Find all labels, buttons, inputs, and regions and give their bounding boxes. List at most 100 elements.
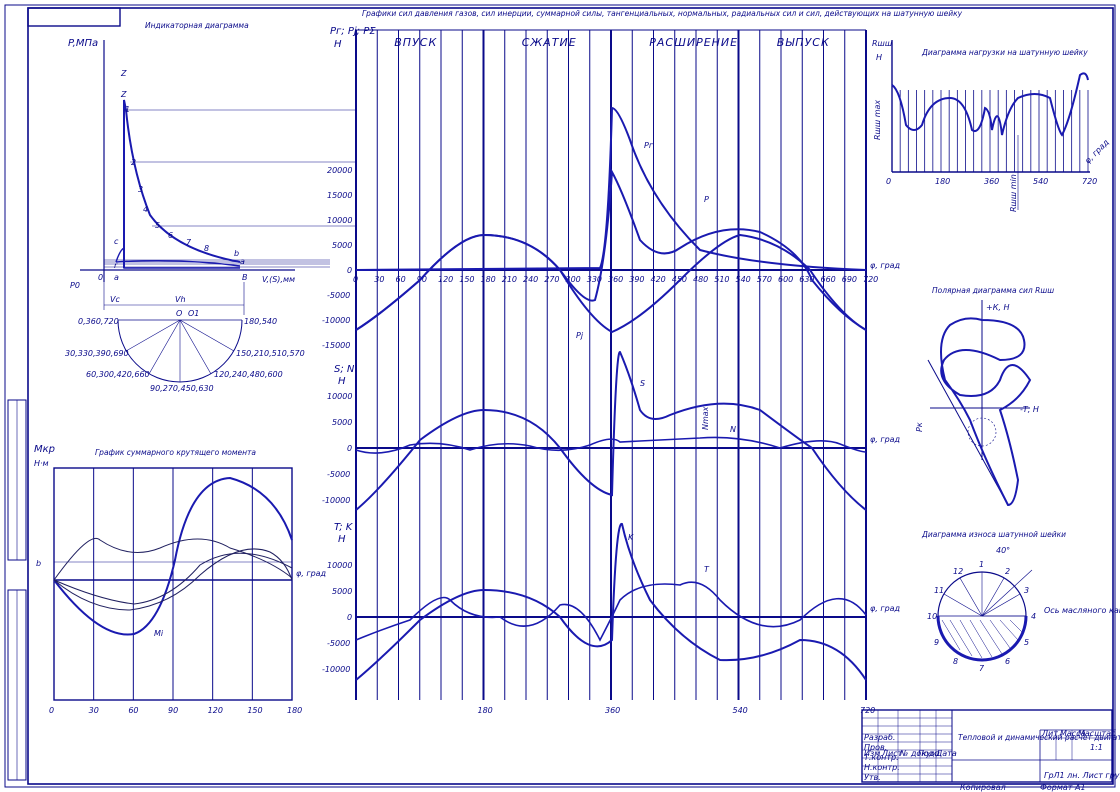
polar-axis-t: -Т, Н	[1020, 405, 1039, 414]
label-point-a: a	[114, 273, 119, 282]
sheet-border	[27, 7, 1114, 785]
title-block-header: Дата	[935, 749, 957, 758]
x-tick-label: 420	[651, 275, 666, 284]
label-rmin: Rшш min	[1009, 174, 1018, 212]
label-s: S	[640, 379, 645, 388]
y-tick-label: 0	[347, 266, 352, 275]
load-x-unit: φ, град	[1083, 137, 1111, 165]
label-point-5: 5	[155, 221, 160, 230]
load-yunit: Н	[876, 53, 882, 62]
tk-x-ticks: 180 360 540 720	[478, 706, 876, 715]
title-block-sheet: ГрЛ1 лн. Лист группы	[1044, 771, 1120, 780]
sn-ylabel: S; N	[334, 364, 355, 375]
curve-k	[355, 522, 867, 681]
y-tick-label: 10000	[327, 392, 352, 401]
label-t: T	[704, 565, 710, 574]
x-tick-label: 30	[89, 706, 99, 715]
crank-label-30: 30,330,390,690	[65, 349, 129, 358]
x-tick-label: 570	[757, 275, 772, 284]
label-z: Z	[120, 90, 127, 99]
label-z-top: Z	[120, 69, 127, 78]
vertical-grid	[355, 30, 867, 700]
curve-n	[355, 436, 867, 454]
label-pg: Pг	[644, 141, 654, 150]
wear-number: 10	[927, 612, 937, 621]
crank-label-60: 60,300,420,660	[86, 370, 150, 379]
wear-number: 6	[1005, 657, 1010, 666]
x-tick-label: 390	[629, 275, 644, 284]
x-tick-label: 600	[778, 275, 793, 284]
phase-label: РАСШИРЕНИЕ	[649, 36, 738, 49]
x-tick-label: 330	[587, 275, 602, 284]
tk-chart: T; K Н 10000 5000 0 -5000 -10000 φ, град K T…	[322, 522, 901, 715]
phase-label: ВПУСК	[394, 36, 437, 49]
x-tick-label: 540	[1033, 177, 1048, 186]
torque-ylabel: Mкр	[34, 444, 55, 455]
label-point-2: 2	[131, 158, 136, 167]
curve-t	[355, 581, 867, 642]
tk-y-ticks: 10000 5000 0 -5000 -10000	[322, 561, 352, 674]
wear-number: 2	[1005, 567, 1010, 576]
forces-yunit: Н	[334, 39, 342, 50]
x-tick-label: 510	[714, 275, 729, 284]
title-block-header: № докум.	[899, 749, 939, 758]
x-tick-label: 180	[481, 275, 496, 284]
torque-x-unit: φ, град	[296, 569, 327, 578]
x-tick-label: 540	[733, 706, 748, 715]
forces-chart: Графики сил давления газов, сил инерции,…	[322, 9, 963, 700]
title-block-col: Масса	[1060, 729, 1086, 738]
title-block-row: Н.контр.	[864, 763, 900, 772]
title-block-title: Тепловой и динамический расчет двигателя…	[958, 733, 1120, 742]
curve-p	[355, 168, 867, 331]
torque-yunit: Н·м	[34, 459, 49, 468]
y-tick-label: 0	[347, 444, 352, 453]
label-n: N	[730, 425, 736, 434]
label-origin: 0	[98, 273, 103, 282]
forces-title: Графики сил давления газов, сил инерции,…	[362, 9, 963, 18]
tk-yunit: Н	[338, 534, 346, 545]
wear-number: 4	[1031, 612, 1036, 621]
title-block-row: Разраб.	[864, 733, 895, 742]
load-title: Диаграмма нагрузки на шатунную шейку	[921, 48, 1088, 57]
sn-chart: S; N Н 10000 5000 0 -5000 -10000 φ, град S N…	[322, 350, 901, 511]
torque-title: График суммарного крутящего момента	[95, 448, 256, 457]
label-rmax: Rшш max	[873, 100, 882, 140]
y-tick-label: -10000	[322, 316, 350, 325]
indicator-diagram: Индикаторная диаграмма P,МПа V,(S),мм Z …	[65, 21, 356, 393]
title-block-copied: Копировал	[960, 783, 1006, 792]
polar-diagram: Полярная диаграмма сил Rшш +К, Н -Т, Н P…	[915, 286, 1054, 507]
label-k: K	[628, 533, 634, 542]
x-tick-label: 180	[478, 706, 493, 715]
forces-ylabel: Pг; Pj; PΣ	[330, 26, 376, 37]
wear-number: 5	[1024, 638, 1029, 647]
x-tick-label: 210	[502, 275, 517, 284]
label-point-8: 8	[204, 244, 209, 253]
indicator-title: Индикаторная диаграмма	[145, 21, 249, 30]
y-tick-label: 20000	[327, 166, 352, 175]
wear-number: 8	[953, 657, 958, 666]
forces-y-ticks: 20000 15000 10000 5000 0 -5000 -10000 -15000	[322, 166, 352, 350]
polar-curve	[940, 317, 1032, 507]
x-tick-label: 30	[374, 275, 384, 284]
label-O1: O1	[188, 309, 199, 318]
forces-x-unit: φ, град	[870, 261, 901, 270]
x-tick-label: 540	[736, 275, 751, 284]
polar-title: Полярная диаграмма сил Rшш	[932, 286, 1054, 295]
label-point-6: 6	[168, 231, 173, 240]
wear-number: 7	[979, 664, 985, 673]
curve-pg	[355, 106, 867, 271]
title-block-row: Пров.	[864, 743, 887, 752]
title-block-row: Утв.	[864, 773, 881, 782]
label-p0: P0	[70, 281, 80, 290]
load-diagram: Диаграмма нагрузки на шатунную шейку Rшш…	[872, 39, 1111, 212]
title-block-header: Изм.	[864, 749, 883, 758]
indicator-ylabel: P,МПа	[68, 38, 98, 49]
phase-labels: ВПУСК СЖАТИЕ РАСШИРЕНИЕ ВЫПУСК	[394, 36, 829, 49]
indicator-xlabel: V,(S),мм	[262, 275, 295, 284]
sn-yunit: Н	[338, 376, 346, 387]
y-tick-label: -5000	[327, 639, 350, 648]
crank-label-150: 150,210,510,570	[236, 349, 305, 358]
x-tick-label: 630	[799, 275, 814, 284]
wear-number: 3	[1024, 586, 1029, 595]
